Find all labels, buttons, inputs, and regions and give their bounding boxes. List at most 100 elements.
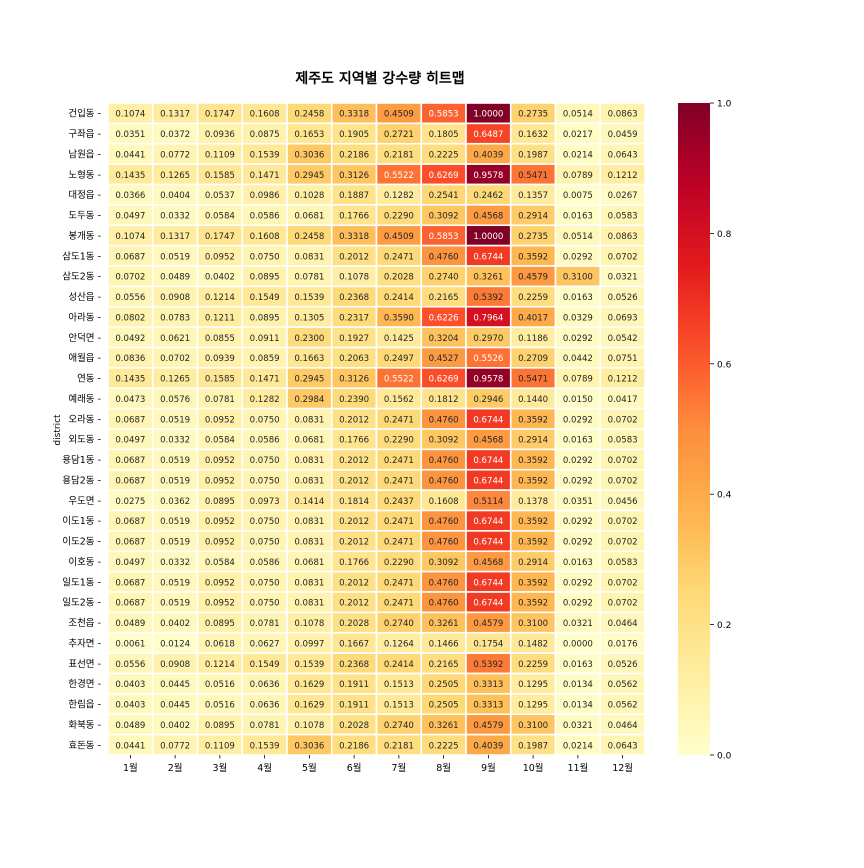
y-tick-label: 표선면 - xyxy=(68,659,101,670)
cell-value-label: 0.5522 xyxy=(384,375,414,385)
colorbar-tick-label: 1.0 xyxy=(717,100,732,110)
cell-value-label: 0.0516 xyxy=(205,701,235,711)
cell-value-labels: 0.1074 0.1317 0.1747 0.1608 0.2458 0.3318 0.45… xyxy=(115,110,637,752)
cell-value-label: 0.2259 xyxy=(518,660,548,670)
cell-value-label: 0.4579 xyxy=(473,619,503,629)
cell-value-label: 0.2012 xyxy=(339,599,369,609)
cell-value-label: 0.0459 xyxy=(608,130,638,140)
cell-value-label: 0.3261 xyxy=(429,619,459,629)
cell-value-label: 0.0321 xyxy=(563,721,593,731)
cell-value-label: 0.1539 xyxy=(294,293,324,303)
cell-value-label: 0.0075 xyxy=(563,191,593,201)
cell-value-label: 0.0332 xyxy=(160,436,190,446)
y-tick-label: 일도2동 - xyxy=(62,598,101,609)
cell-value-label: 0.1608 xyxy=(250,110,280,120)
colorbar-tick-label: 0.8 xyxy=(717,230,732,240)
cell-value-label: 0.3592 xyxy=(518,517,548,527)
cell-value-label: 0.0332 xyxy=(160,212,190,222)
cell-value-label: 0.0292 xyxy=(563,252,593,262)
cell-value-label: 0.0163 xyxy=(563,212,593,222)
cell-value-label: 0.0497 xyxy=(115,436,145,446)
cell-value-label: 0.1378 xyxy=(518,497,548,507)
cell-value-label: 0.0702 xyxy=(608,599,638,609)
colorbar-tick-label: 0.4 xyxy=(717,491,732,501)
cell-value-label: 0.0831 xyxy=(294,456,324,466)
cell-value-label: 0.4760 xyxy=(429,476,459,486)
cell-value-label: 0.5392 xyxy=(473,293,503,303)
cell-value-label: 0.1078 xyxy=(294,721,324,731)
cell-value-label: 0.2012 xyxy=(339,252,369,262)
cell-value-label: 0.0519 xyxy=(160,476,190,486)
cell-value-label: 0.0636 xyxy=(250,680,280,690)
cell-value-label: 0.1078 xyxy=(294,619,324,629)
cell-value-label: 0.2946 xyxy=(473,395,503,405)
cell-value-label: 0.3092 xyxy=(429,436,459,446)
cell-value-label: 0.0831 xyxy=(294,517,324,527)
cell-value-label: 0.4760 xyxy=(429,538,459,548)
x-tick-label: 3월 xyxy=(212,762,227,774)
cell-value-label: 0.0292 xyxy=(563,334,593,344)
cell-value-label: 0.2012 xyxy=(339,538,369,548)
cell-value-label: 0.4760 xyxy=(429,456,459,466)
cell-value-label: 0.1435 xyxy=(115,171,145,181)
cell-value-label: 0.2505 xyxy=(429,701,459,711)
cell-value-label: 0.0366 xyxy=(115,191,145,201)
cell-value-label: 0.0687 xyxy=(115,538,145,548)
cell-value-label: 0.0750 xyxy=(250,578,280,588)
x-tick-label: 6월 xyxy=(347,762,362,774)
cell-value-label: 0.3313 xyxy=(473,680,503,690)
x-tick-label: 11월 xyxy=(567,762,588,774)
cell-value-label: 0.0489 xyxy=(115,619,145,629)
y-tick-label: 화북동 - xyxy=(68,720,101,731)
cell-value-label: 0.0895 xyxy=(205,721,235,731)
cell-value-label: 0.0643 xyxy=(608,741,638,751)
x-tick-label: 7월 xyxy=(391,762,406,774)
cell-value-label: 0.6269 xyxy=(429,375,459,385)
cell-value-label: 0.0687 xyxy=(115,578,145,588)
cell-value-label: 0.1632 xyxy=(518,130,548,140)
cell-value-label: 0.0952 xyxy=(205,415,235,425)
y-tick-label: 이도1동 - xyxy=(62,516,101,527)
cell-value-label: 0.0217 xyxy=(563,130,593,140)
cell-value-label: 0.2012 xyxy=(339,415,369,425)
cell-value-label: 0.5526 xyxy=(473,354,503,364)
cell-value-label: 0.0895 xyxy=(250,313,280,323)
cell-value-label: 0.0403 xyxy=(115,701,145,711)
y-tick-label: 남원읍 - xyxy=(68,149,101,160)
cell-value-label: 0.2945 xyxy=(294,171,324,181)
cell-value-label: 0.0150 xyxy=(563,395,593,405)
cell-value-label: 0.0492 xyxy=(115,334,145,344)
cell-value-label: 0.0859 xyxy=(250,354,280,364)
cell-value-label: 0.3092 xyxy=(429,212,459,222)
cell-value-label: 0.3036 xyxy=(294,150,324,160)
cell-value-label: 0.1212 xyxy=(608,171,638,181)
cell-value-label: 0.1212 xyxy=(608,375,638,385)
cell-value-label: 0.0497 xyxy=(115,212,145,222)
cell-value-label: 0.0519 xyxy=(160,538,190,548)
cell-value-label: 0.0584 xyxy=(205,558,235,568)
colorbar-tick-label: 0.0 xyxy=(717,752,732,762)
colorbar-tick-label: 0.2 xyxy=(717,621,731,631)
cell-value-label: 0.0441 xyxy=(115,741,145,751)
cell-value-label: 0.1805 xyxy=(429,130,459,140)
cell-value-label: 0.0417 xyxy=(608,395,638,405)
cell-value-label: 0.1214 xyxy=(205,660,235,670)
cell-value-label: 0.1747 xyxy=(205,232,235,242)
y-tick-labels: 건입동 - 구좌읍 - 남원읍 - 노형동 - 대정읍 - 도두동 - 봉개동 - 삼도1동 … xyxy=(62,108,101,752)
cell-value-label: 0.1911 xyxy=(339,701,369,711)
cell-value-label: 0.0836 xyxy=(115,354,145,364)
cell-value-label: 0.2225 xyxy=(429,741,459,751)
cell-value-label: 0.0489 xyxy=(115,721,145,731)
cell-value-label: 0.2735 xyxy=(518,232,548,242)
cell-value-label: 0.1653 xyxy=(294,130,324,140)
cell-value-label: 0.0445 xyxy=(160,701,190,711)
cell-value-label: 0.5853 xyxy=(429,110,459,120)
cell-value-label: 0.0831 xyxy=(294,599,324,609)
cell-value-label: 0.0783 xyxy=(160,313,190,323)
y-tick-label: 우도면 - xyxy=(68,496,101,507)
cell-value-label: 0.1295 xyxy=(518,701,548,711)
cell-value-label: 0.2914 xyxy=(518,212,548,222)
y-tick-label: 도두동 - xyxy=(68,211,101,222)
x-tick-labels: 1월 2월 3월 4월 5월 6월 7월 8월 9월 10월 11월 12월 xyxy=(123,755,633,774)
cell-value-label: 0.0952 xyxy=(205,476,235,486)
